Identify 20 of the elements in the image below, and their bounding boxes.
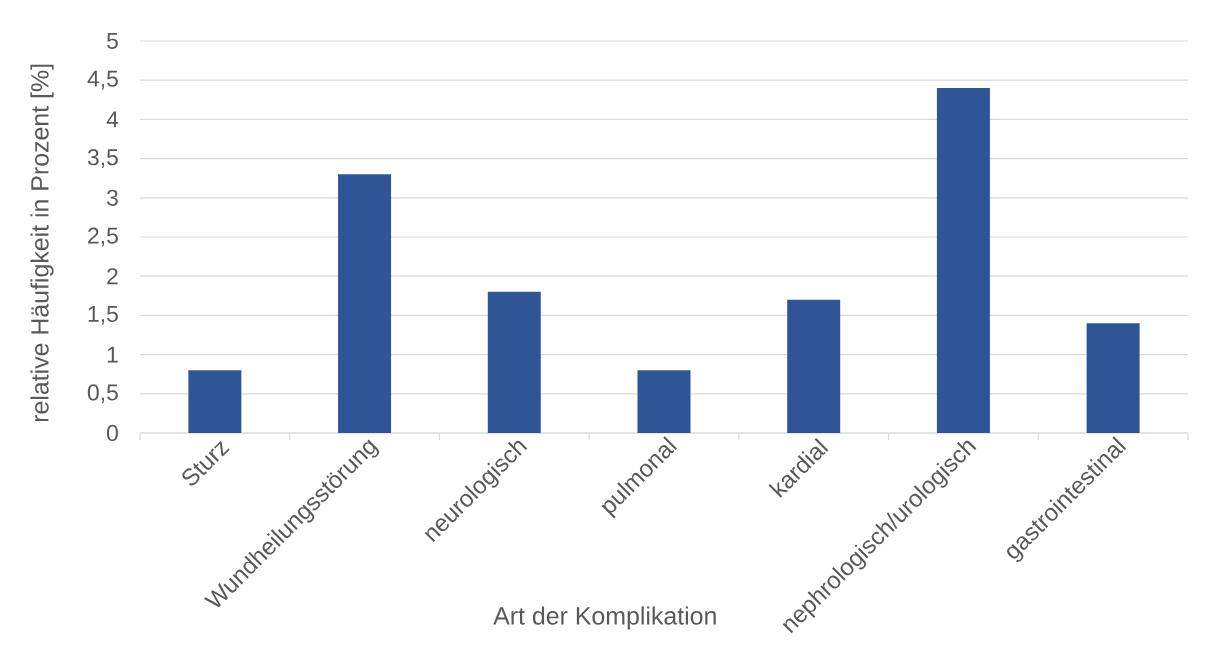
bar: [338, 174, 392, 433]
bar: [487, 291, 541, 433]
y-tick-label: 1,5: [88, 306, 118, 325]
y-tick-label: 2,5: [88, 227, 118, 247]
x-axis-title: Art der Komplikation: [493, 606, 716, 630]
y-axis-title: relative Häufigkeit in Prozent [%]: [30, 64, 54, 422]
y-tick-label: 4,5: [87, 70, 118, 90]
bar: [1086, 323, 1140, 433]
y-tick-label: 5: [106, 33, 118, 49]
y-tick-label: 0,5: [87, 384, 118, 404]
y-tick-label: 4: [106, 111, 119, 128]
bar: [188, 370, 242, 433]
y-tick-label: 0: [106, 424, 118, 442]
bar: [936, 88, 990, 433]
y-tick-label: 3,5: [87, 149, 118, 169]
bar: [637, 370, 691, 433]
y-tick-label: 1: [107, 346, 118, 363]
bar: [787, 299, 841, 433]
y-tick-label: 2: [107, 268, 118, 285]
y-tick-label: 3: [106, 189, 118, 206]
